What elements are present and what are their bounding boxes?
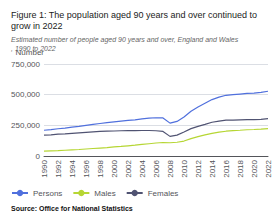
- svg-text:2016: 2016: [222, 159, 231, 177]
- svg-text:2020: 2020: [250, 159, 259, 177]
- svg-text:Persons: Persons: [33, 189, 62, 198]
- svg-text:1992: 1992: [54, 159, 63, 177]
- svg-text:2010: 2010: [180, 159, 189, 177]
- svg-text:2002: 2002: [124, 159, 133, 177]
- svg-text:Estimated number of people age: Estimated number of people aged 90 years…: [11, 36, 239, 44]
- svg-text:250,000: 250,000: [11, 121, 40, 130]
- svg-text:750,000: 750,000: [11, 60, 40, 69]
- svg-text:2014: 2014: [208, 159, 217, 177]
- svg-text:2004: 2004: [138, 159, 147, 177]
- svg-text:2012: 2012: [194, 159, 203, 177]
- svg-text:Females: Females: [148, 189, 179, 198]
- svg-text:1998: 1998: [96, 159, 105, 177]
- svg-text:Source: Office for National St: Source: Office for National Statistics: [11, 205, 133, 212]
- svg-text:Males: Males: [94, 189, 115, 198]
- svg-text:2008: 2008: [166, 159, 175, 177]
- svg-text:2022: 2022: [264, 159, 273, 177]
- svg-text:, 1990 to 2022: , 1990 to 2022: [11, 45, 56, 52]
- svg-text:1994: 1994: [68, 159, 77, 177]
- svg-text:1990: 1990: [40, 159, 49, 177]
- svg-text:Figure 1: The population aged: Figure 1: The population aged 90 years a…: [11, 10, 260, 20]
- svg-text:Number: Number: [15, 47, 44, 57]
- svg-text:500,000: 500,000: [11, 90, 40, 99]
- svg-text:2000: 2000: [110, 159, 119, 177]
- svg-text:grow in 2022: grow in 2022: [11, 21, 63, 31]
- svg-text:1996: 1996: [82, 159, 91, 177]
- svg-text:0: 0: [36, 152, 41, 161]
- svg-text:2018: 2018: [236, 159, 245, 177]
- svg-text:2006: 2006: [152, 159, 161, 177]
